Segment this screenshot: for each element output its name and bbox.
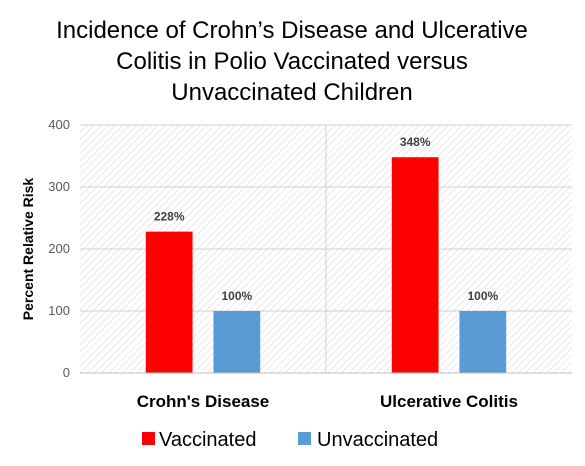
data-label-unvaccinated-1: 100% (467, 289, 498, 303)
data-label-unvaccinated-0: 100% (221, 289, 252, 303)
legend-swatch-vaccinated (142, 432, 155, 445)
category-label-1: Ulcerative Colitis (380, 392, 518, 411)
category-label-0: Crohn's Disease (137, 392, 270, 411)
legend-label-vaccinated: Vaccinated (159, 429, 256, 451)
bars (145, 157, 507, 373)
y-tick-label-200: 200 (48, 241, 70, 256)
data-label-vaccinated-0: 228% (154, 210, 185, 224)
y-tick-label-400: 400 (48, 117, 70, 132)
legend-label-unvaccinated: Unvaccinated (317, 429, 438, 451)
bar-unvaccinated-1 (459, 311, 507, 373)
axes: 0 100 200 300 400 Crohn's Disease Ulcerative C… (48, 117, 572, 411)
legend-swatch-unvaccinated (298, 432, 311, 445)
bar-vaccinated-0 (145, 231, 193, 373)
y-tick-label-300: 300 (48, 179, 70, 194)
bar-vaccinated-1 (391, 157, 439, 373)
y-tick-label-100: 100 (48, 303, 70, 318)
data-label-vaccinated-1: 348% (400, 135, 431, 149)
chart-title-line-1: Incidence of Crohn’s Disease and Ulcerat… (56, 17, 528, 44)
chart-title-line-2: Colitis in Polio Vaccinated versus (116, 48, 468, 75)
legend: Vaccinated Unvaccinated (142, 429, 438, 451)
data-labels: 228% 100% 348% 100% (154, 135, 499, 303)
bar-unvaccinated-0 (213, 311, 261, 373)
y-tick-label-0: 0 (63, 365, 70, 380)
y-axis-label: Percent Relative Risk (20, 178, 36, 321)
chart-title-line-3: Unvaccinated Children (171, 79, 412, 106)
